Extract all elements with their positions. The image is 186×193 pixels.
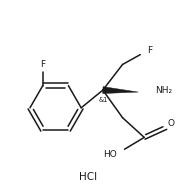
Polygon shape (103, 87, 138, 94)
Text: F: F (40, 60, 45, 69)
Text: HO: HO (103, 150, 117, 159)
Text: NH₂: NH₂ (155, 85, 172, 95)
Text: &1: &1 (99, 97, 108, 103)
Text: F: F (147, 46, 152, 55)
Text: O: O (167, 119, 174, 128)
Text: HCl: HCl (79, 172, 97, 182)
